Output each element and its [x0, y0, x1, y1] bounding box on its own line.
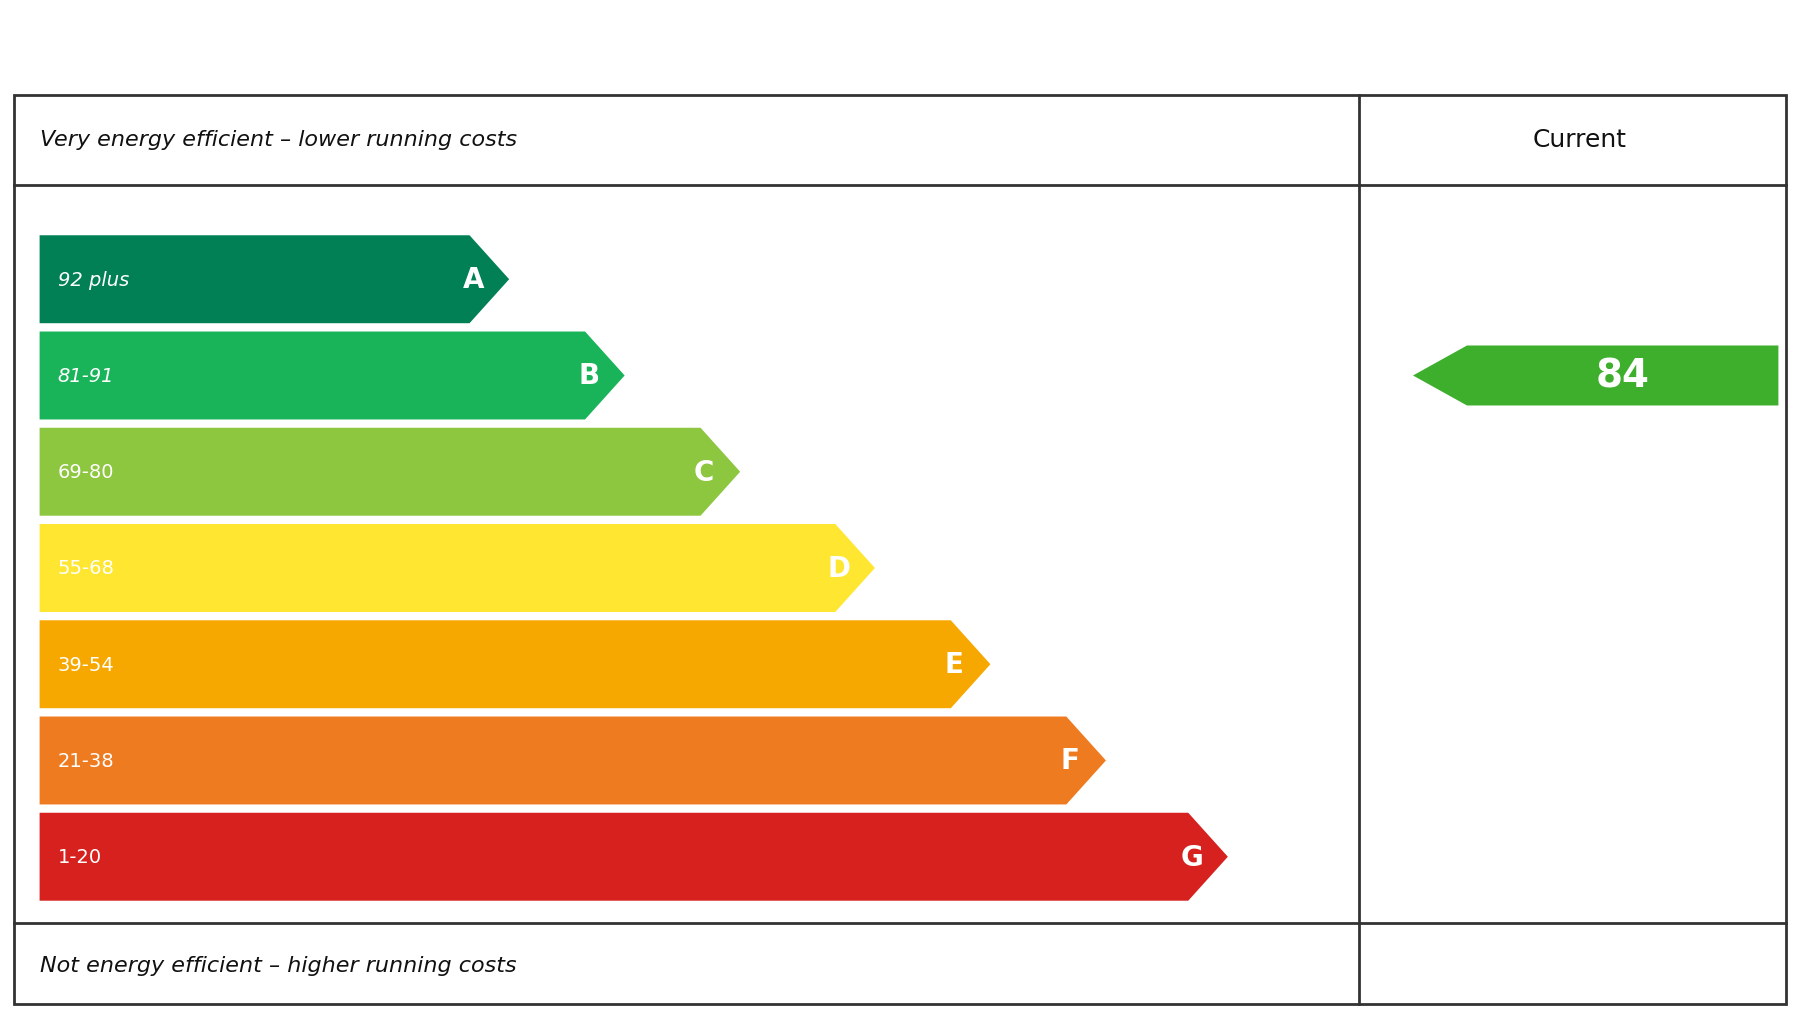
Text: F: F — [1060, 747, 1080, 774]
Text: 1-20: 1-20 — [58, 847, 103, 866]
Text: 84: 84 — [1597, 357, 1649, 395]
Text: D: D — [828, 554, 850, 582]
Polygon shape — [40, 717, 1105, 805]
Polygon shape — [40, 236, 509, 324]
Text: G: G — [1181, 843, 1202, 870]
Text: A: A — [463, 266, 484, 294]
Text: Not energy efficient – higher running costs: Not energy efficient – higher running co… — [40, 955, 517, 975]
Text: B: B — [578, 362, 599, 390]
Text: 21-38: 21-38 — [58, 751, 113, 770]
Text: 55-68: 55-68 — [58, 559, 115, 578]
Text: Predicted Energy Assessment: Predicted Energy Assessment — [40, 23, 1021, 80]
Text: 81-91: 81-91 — [58, 367, 113, 385]
Polygon shape — [1413, 346, 1778, 406]
Polygon shape — [40, 813, 1228, 901]
Text: Very energy efficient – lower running costs: Very energy efficient – lower running co… — [40, 129, 517, 150]
Text: E: E — [945, 651, 963, 678]
Text: 39-54: 39-54 — [58, 655, 115, 674]
Text: C: C — [695, 458, 715, 486]
Polygon shape — [40, 525, 875, 613]
Text: 92 plus: 92 plus — [58, 271, 130, 289]
Text: Current: Current — [1532, 127, 1627, 152]
Polygon shape — [40, 429, 740, 517]
Text: 69-80: 69-80 — [58, 463, 113, 482]
Polygon shape — [40, 333, 625, 420]
Polygon shape — [40, 621, 990, 709]
